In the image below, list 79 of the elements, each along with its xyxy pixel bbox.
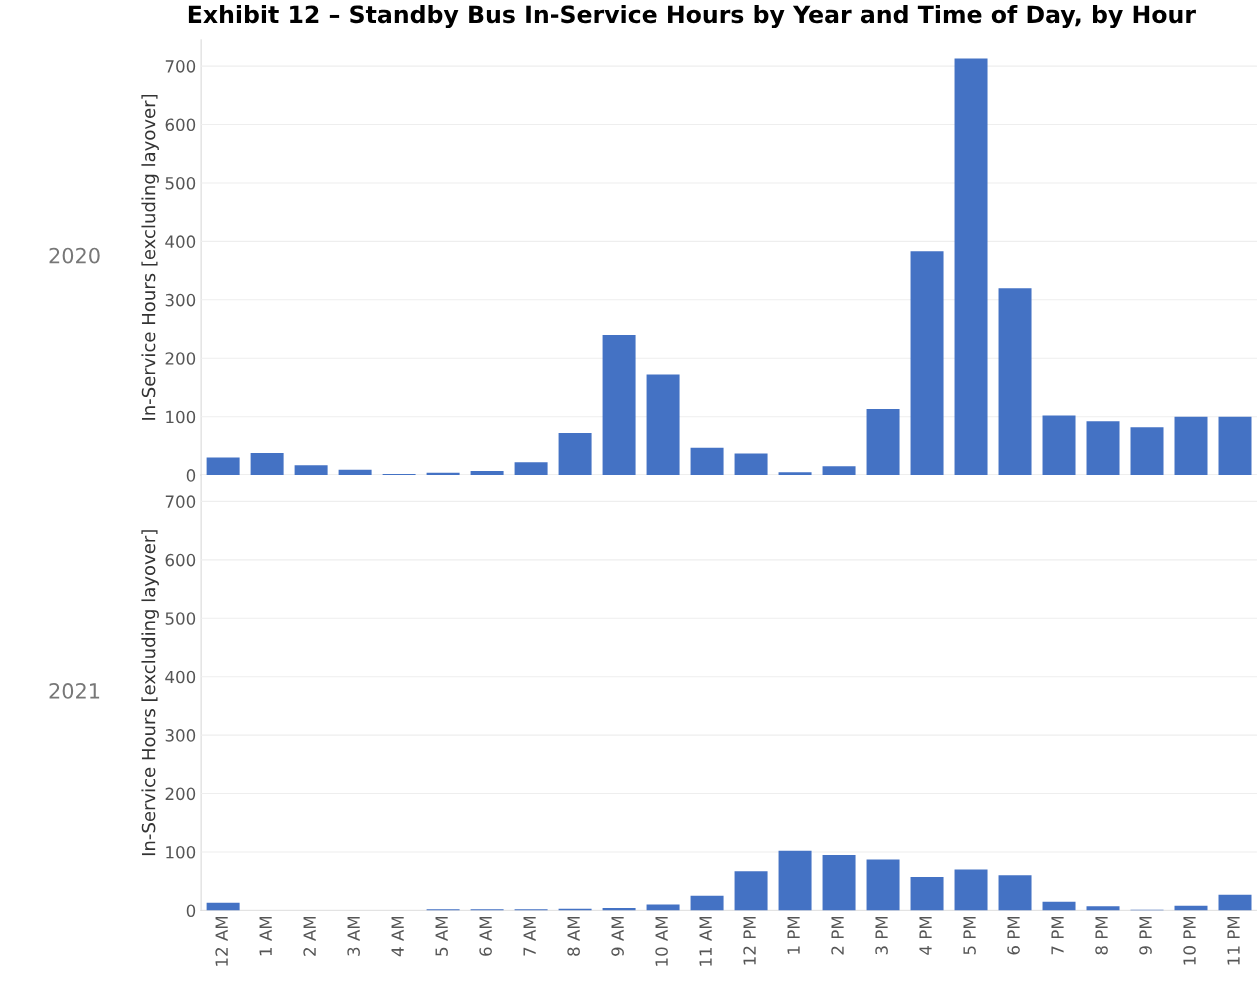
bar [514,462,548,476]
x-tick-label: 4 PM [919,916,932,955]
x-tick-label: 3 PM [875,916,888,955]
x-tick-label: 7 PM [1051,916,1064,955]
bar [206,902,240,911]
bar [206,457,240,476]
x-tick-label: 1 AM [259,916,272,956]
x-tick-label: 9 PM [1139,916,1152,955]
bar [646,374,680,476]
y-tick-label: 0 [186,469,196,482]
bar [1174,416,1208,476]
x-tick-label: 8 AM [567,916,580,956]
y-tick-label: 400 [165,670,196,684]
y-tick-label: 700 [165,60,196,73]
y-tick-label: 200 [165,787,196,801]
bar [954,869,988,911]
bar [954,58,988,476]
bar [338,469,372,476]
bar [866,409,900,476]
bar [1042,901,1076,911]
bar [602,334,636,476]
x-tick-label: 2 AM [303,916,316,956]
x-tick-label: 11 AM [699,916,712,966]
text: 2020 [49,247,100,264]
bar [822,466,856,476]
y-tick-label: 300 [165,293,196,307]
y-tick-label: 0 [186,904,196,917]
x-tick-label: 12 PM [743,916,756,965]
y-axis-title: In-Service Hours [excluding layover] [141,94,159,420]
bar [294,465,328,476]
y-tick-label: 300 [165,729,196,742]
bar [822,854,856,911]
x-tick-label: 6 AM [479,916,492,956]
y-tick-label: 600 [165,553,196,567]
x-tick-label: 2 PM [831,916,844,955]
bar [1086,421,1120,476]
bar [558,433,592,476]
bar [734,453,768,476]
x-tick-label: 10 AM [655,916,668,966]
x-tick-label: 9 AM [611,916,624,956]
x-tick-label: 6 PM [1007,916,1020,955]
bar [1042,415,1076,476]
x-tick-label: 8 PM [1095,916,1108,955]
y-tick-label: 500 [165,176,196,190]
bar [1086,906,1120,911]
x-tick-label: 1 PM [787,916,800,954]
x-tick-label: 5 PM [963,916,976,955]
bar [690,447,724,476]
bar [690,895,724,911]
x-tick-label: 12 AM [215,916,228,966]
y-tick-label: 100 [166,845,196,859]
x-tick-label: 3 AM [347,916,360,956]
y-tick-label: 400 [165,235,196,248]
bar [866,859,900,911]
bar [910,877,944,911]
bar [1130,427,1164,476]
x-tick-label: 5 AM [435,916,448,956]
y-axis-title: In-Service Hours [excluding layover] [141,530,159,856]
x-tick-label: 4 AM [391,916,404,957]
y-tick-label: 600 [165,118,196,132]
y-tick-label: 700 [165,495,196,508]
y-tick-label: 200 [165,352,196,365]
chart-title: Exhibit 12 – Standby Bus In-Service Hours by Year and Time of Day, by Hour [188,4,1196,29]
y-tick-label: 100 [166,410,196,424]
bar [734,871,768,911]
bar [1218,416,1252,476]
bar [910,251,944,476]
bar [250,452,284,476]
bar [1218,894,1252,911]
bar [470,471,504,476]
bar [778,472,812,476]
y-tick-label: 500 [165,612,196,625]
x-tick-label: 7 AM [523,916,536,956]
bar [998,875,1032,911]
x-tick-label: 10 PM [1183,916,1196,965]
bar [998,288,1032,476]
x-tick-label: 11 PM [1227,916,1240,965]
bar [778,850,812,911]
text: 2021 [49,683,100,699]
